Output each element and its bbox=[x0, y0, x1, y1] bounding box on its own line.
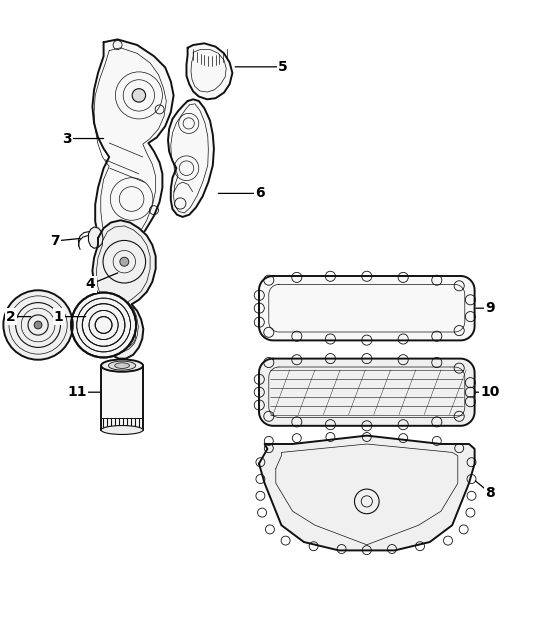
Text: 1: 1 bbox=[54, 310, 64, 323]
Circle shape bbox=[71, 292, 136, 358]
Bar bbox=[101, 366, 143, 430]
Polygon shape bbox=[88, 227, 103, 248]
Polygon shape bbox=[259, 359, 475, 426]
Ellipse shape bbox=[101, 360, 143, 372]
Ellipse shape bbox=[115, 363, 129, 368]
Polygon shape bbox=[259, 276, 475, 340]
Polygon shape bbox=[186, 44, 232, 100]
Polygon shape bbox=[259, 435, 475, 550]
Text: 8: 8 bbox=[485, 486, 495, 500]
Circle shape bbox=[34, 321, 42, 329]
Polygon shape bbox=[168, 100, 214, 217]
Circle shape bbox=[120, 258, 129, 266]
Text: 5: 5 bbox=[278, 60, 288, 74]
Ellipse shape bbox=[109, 361, 136, 370]
Text: 6: 6 bbox=[255, 187, 265, 200]
Ellipse shape bbox=[101, 425, 143, 435]
Text: 7: 7 bbox=[50, 234, 60, 248]
Text: 3: 3 bbox=[62, 131, 72, 146]
Text: 9: 9 bbox=[485, 301, 495, 315]
Polygon shape bbox=[92, 220, 156, 359]
Circle shape bbox=[3, 290, 73, 360]
Text: 4: 4 bbox=[86, 277, 96, 291]
Text: 2: 2 bbox=[6, 310, 16, 323]
Circle shape bbox=[132, 89, 146, 102]
Polygon shape bbox=[92, 39, 174, 255]
Text: 11: 11 bbox=[68, 385, 87, 399]
Text: 10: 10 bbox=[480, 385, 500, 399]
